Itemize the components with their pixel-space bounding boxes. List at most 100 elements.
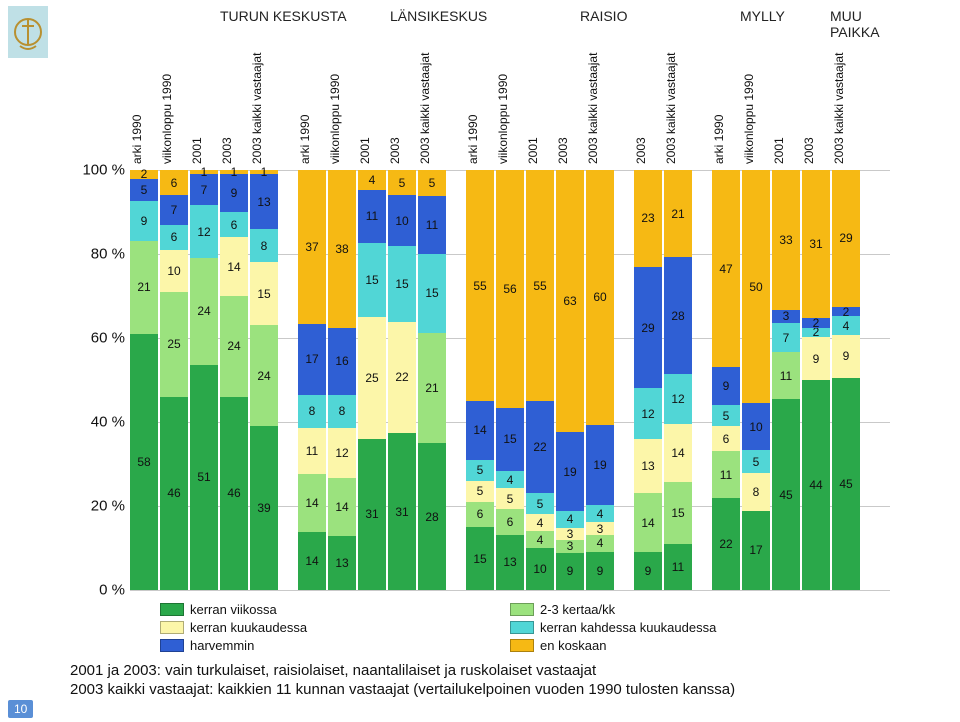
- segment-value: 4: [369, 173, 376, 187]
- segment-harvemmin: 14: [466, 401, 494, 460]
- segment-kerran_viikossa: 9: [634, 552, 662, 590]
- segment-kerran_viikossa: 46: [220, 397, 248, 590]
- y-tick: 80 %: [75, 246, 125, 263]
- segment-2_3_kertaa_kk: 24: [190, 258, 218, 364]
- segment-value: 4: [537, 516, 544, 530]
- segment-kerran_kuukaudessa: 5: [496, 488, 524, 509]
- segment-kerran_kuukaudessa: 5: [466, 481, 494, 502]
- segment-en_koskaan: 29: [832, 170, 860, 307]
- segment-value: 22: [395, 370, 408, 384]
- segment-value: 51: [197, 470, 210, 484]
- segment-kerran_kuukaudessa: 10: [160, 250, 188, 292]
- segment-kerran_viikossa: 13: [328, 536, 356, 590]
- segment-kerran_kahdessa: 4: [496, 471, 524, 488]
- segment-en_koskaan: 38: [328, 170, 356, 328]
- segment-value: 14: [473, 423, 486, 437]
- segment-value: 7: [201, 183, 208, 197]
- segment-harvemmin: 17: [298, 324, 326, 395]
- bar: 2003 kaikki vastaajat94341960: [586, 170, 614, 590]
- segment-harvemmin: 28: [664, 257, 692, 373]
- segment-value: 19: [563, 465, 576, 479]
- bar: 2001104452255: [526, 170, 554, 590]
- legend-item: kerran kahdessa kuukaudessa: [510, 618, 860, 636]
- segment-kerran_viikossa: 51: [190, 365, 218, 590]
- bar-stack: 462510676: [160, 170, 188, 590]
- bar-stack: 91413122923: [634, 170, 662, 590]
- segment-value: 5: [429, 176, 436, 190]
- segment-kerran_viikossa: 10: [526, 548, 554, 590]
- segment-value: 5: [753, 455, 760, 469]
- bar: arki 1990156551455: [466, 170, 494, 590]
- segment-kerran_kahdessa: 6: [220, 212, 248, 237]
- bar: 200145117333: [772, 170, 800, 590]
- segment-2_3_kertaa_kk: 6: [496, 509, 524, 534]
- segment-value: 28: [425, 510, 438, 524]
- footnote: 2001 ja 2003: vain turkulaiset, raisiola…: [70, 662, 735, 700]
- segment-value: 4: [507, 473, 514, 487]
- segment-value: 17: [305, 352, 318, 366]
- bar: arki 1990221165947: [712, 170, 740, 590]
- segment-kerran_kahdessa: 4: [556, 511, 584, 528]
- segment-harvemmin: 19: [586, 425, 614, 506]
- segment-value: 13: [503, 555, 516, 569]
- segment-value: 24: [257, 369, 270, 383]
- segment-kerran_kahdessa: 8: [250, 229, 278, 263]
- bar: 2003462414691: [220, 170, 248, 590]
- segment-value: 3: [597, 522, 604, 536]
- segment-value: 11: [672, 560, 684, 574]
- segment-kerran_kahdessa: 8: [298, 395, 326, 428]
- y-axis: 0 %20 %40 %60 %80 %100 %: [75, 170, 125, 590]
- segment-value: 2: [141, 167, 148, 181]
- segment-en_koskaan: 55: [466, 170, 494, 401]
- segment-2_3_kertaa_kk: 11: [712, 451, 740, 497]
- bar-stack: 94341960: [586, 170, 614, 590]
- segment-2_3_kertaa_kk: 4: [586, 535, 614, 552]
- segment-value: 14: [641, 516, 654, 530]
- segment-value: 63: [563, 294, 576, 308]
- segment-kerran_kahdessa: 4: [586, 505, 614, 522]
- segment-value: 6: [171, 176, 178, 190]
- x-label: viikonloppu 1990: [328, 74, 342, 164]
- segment-harvemmin: 15: [496, 408, 524, 472]
- y-tick: 0 %: [75, 582, 125, 599]
- bar-stack: 14141181737: [298, 170, 326, 590]
- bar-stack: 312215105: [388, 170, 416, 590]
- segment-value: 8: [261, 239, 268, 253]
- segment-value: 28: [671, 309, 684, 323]
- segment-2_3_kertaa_kk: 21: [418, 333, 446, 443]
- segment-value: 16: [335, 354, 348, 368]
- segment-value: 9: [597, 564, 604, 578]
- bar-stack: 13141281638: [328, 170, 356, 590]
- legend-swatch: [160, 603, 184, 616]
- bar: 20034492231: [802, 170, 830, 590]
- bar: 2003 kaikki vastaajat111514122821: [664, 170, 692, 590]
- segment-value: 60: [593, 290, 606, 304]
- segment-kerran_viikossa: 22: [712, 498, 740, 590]
- segment-value: 11: [720, 468, 732, 482]
- segment-value: 9: [723, 379, 730, 393]
- segment-kerran_kahdessa: 12: [664, 374, 692, 424]
- segment-2_3_kertaa_kk: 15: [664, 482, 692, 544]
- segment-value: 17: [749, 543, 762, 557]
- segment-value: 56: [503, 282, 516, 296]
- x-label: 2003 kaikki vastaajat: [586, 53, 600, 164]
- segment-kerran_kahdessa: 7: [772, 323, 800, 353]
- segment-2_3_kertaa_kk: 6: [466, 502, 494, 527]
- segment-2_3_kertaa_kk: 14: [328, 478, 356, 536]
- x-label: 2001: [772, 137, 786, 164]
- segment-value: 5: [723, 409, 730, 423]
- segment-value: 8: [309, 404, 316, 418]
- segment-value: 11: [426, 218, 438, 232]
- segment-value: 24: [197, 304, 210, 318]
- legend-label: 2-3 kertaa/kk: [540, 602, 615, 617]
- segment-kerran_kuukaudessa: 11: [298, 428, 326, 474]
- legend-col-left: kerran viikossakerran kuukaudessaharvemm…: [160, 600, 510, 654]
- x-label: viikonloppu 1990: [496, 74, 510, 164]
- bar: 2003 kaikki vastaajat282115115: [418, 170, 446, 590]
- segment-2_3_kertaa_kk: 3: [556, 540, 584, 552]
- segment-value: 21: [671, 207, 684, 221]
- bar-stack: 3924158131: [250, 170, 278, 590]
- segment-kerran_kahdessa: 8: [328, 395, 356, 428]
- bar-stack: 93341963: [556, 170, 584, 590]
- segment-kerran_viikossa: 28: [418, 443, 446, 590]
